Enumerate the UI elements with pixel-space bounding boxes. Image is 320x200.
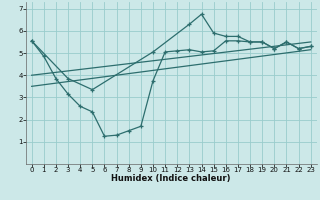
X-axis label: Humidex (Indice chaleur): Humidex (Indice chaleur)	[111, 174, 231, 183]
